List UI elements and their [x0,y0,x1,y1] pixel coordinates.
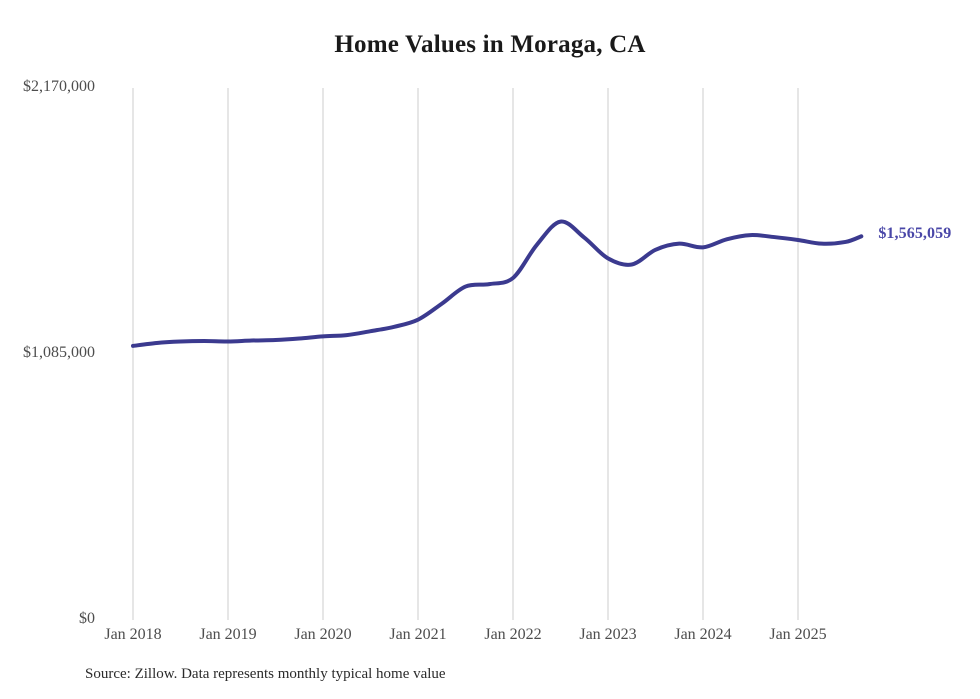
x-axis-tick-label: Jan 2025 [769,626,827,643]
x-axis-tick-label: Jan 2019 [199,626,257,643]
y-axis-tick-label: $2,170,000 [23,78,95,95]
page-title: Home Values in Moraga, CA [334,31,646,58]
x-axis-tick-label: Jan 2023 [579,626,637,643]
end-of-line-value-label: $1,565,059 [878,225,952,243]
x-axis-tick-label: Jan 2024 [674,626,732,643]
x-axis-tick-label: Jan 2022 [484,626,542,643]
series-line [131,219,864,348]
y-axis-tick-label: $1,085,000 [23,344,95,361]
data-series-group [131,219,864,348]
x-axis-tick-label: Jan 2021 [389,626,447,643]
x-axis-tick-label: Jan 2020 [294,626,352,643]
gridline-group [132,88,799,620]
source-note: Source: Zillow. Data represents monthly … [85,666,446,682]
y-axis-tick-label: $0 [79,610,95,627]
x-axis-tick-label: Jan 2018 [104,626,162,643]
